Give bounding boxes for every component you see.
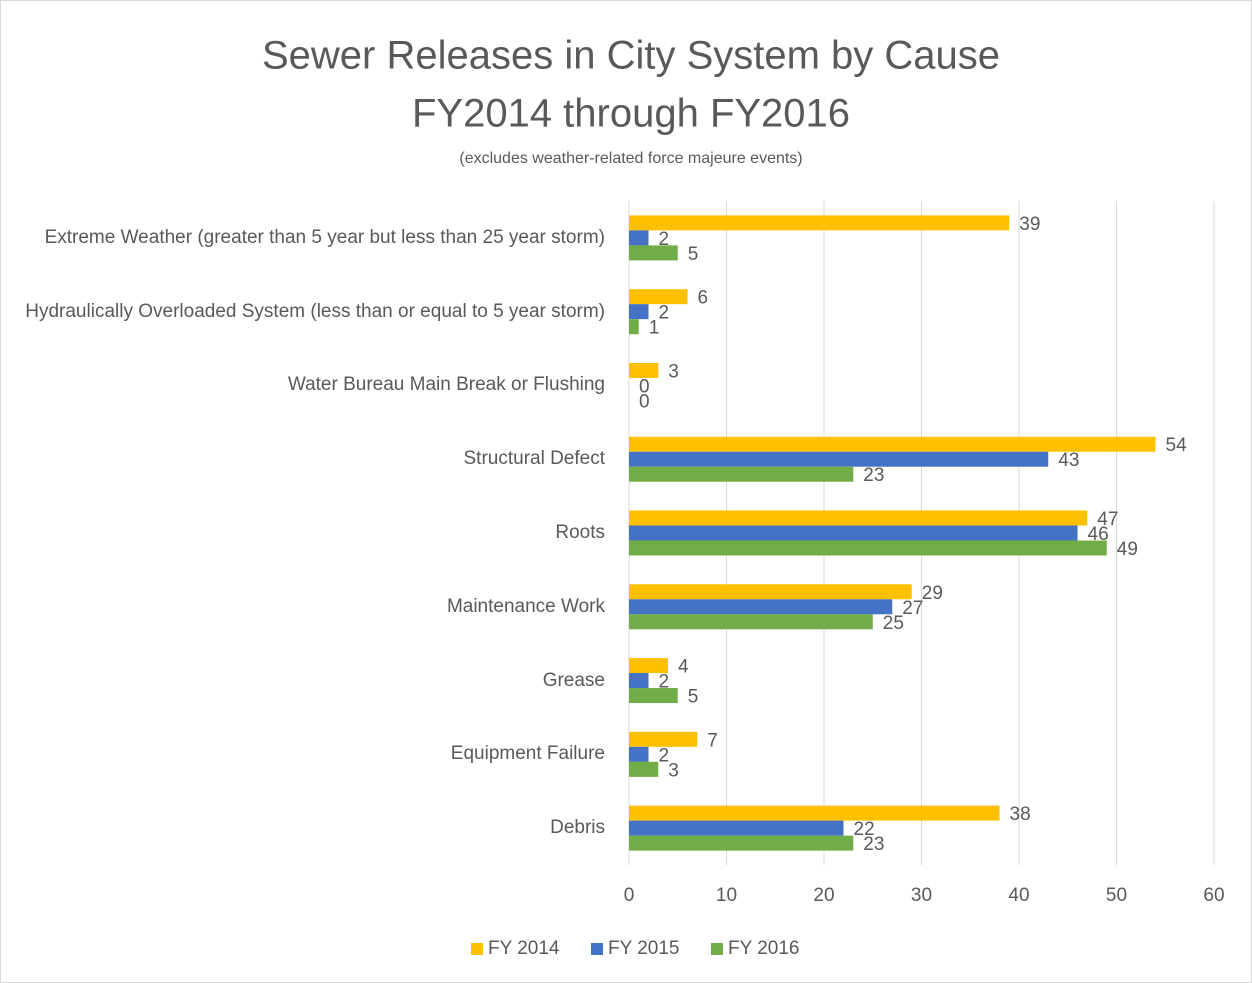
x-tick-label: 50 xyxy=(1106,885,1127,906)
legend-swatch xyxy=(711,943,723,955)
value-label: 23 xyxy=(863,834,884,855)
category-label: Debris xyxy=(550,817,605,839)
legend-label: FY 2016 xyxy=(728,938,799,959)
value-label: 1 xyxy=(649,318,660,339)
legend-swatch xyxy=(471,943,483,955)
x-tick-label: 40 xyxy=(1008,885,1029,906)
x-tick-label: 0 xyxy=(624,885,635,906)
bar xyxy=(629,466,854,482)
bar xyxy=(629,731,698,747)
value-label: 2 xyxy=(659,229,670,250)
bar xyxy=(629,820,844,836)
value-label: 22 xyxy=(854,819,875,840)
bar xyxy=(629,215,1010,231)
bar xyxy=(629,761,659,777)
value-label: 27 xyxy=(902,598,923,619)
value-label: 43 xyxy=(1058,450,1079,471)
bar xyxy=(629,584,912,600)
category-label: Structural Defect xyxy=(463,448,606,470)
bar xyxy=(629,614,873,630)
value-label: 46 xyxy=(1088,524,1109,545)
bar xyxy=(629,289,688,305)
category-label: Hydraulically Overloaded System (less th… xyxy=(25,300,605,322)
value-label: 54 xyxy=(1166,435,1188,456)
category-label: Equipment Failure xyxy=(450,743,605,765)
value-label: 23 xyxy=(863,465,884,486)
bar xyxy=(629,230,649,246)
value-label: 38 xyxy=(1010,804,1031,825)
value-label: 29 xyxy=(922,583,943,604)
chart-title-line2: FY2014 through FY2016 xyxy=(412,92,850,136)
value-label: 3 xyxy=(668,361,679,382)
bar xyxy=(629,451,1049,467)
chart-title: Sewer Releases in City System by Cause xyxy=(262,34,1000,78)
bar xyxy=(629,688,678,704)
legend-label: FY 2014 xyxy=(488,938,560,959)
value-label: 0 xyxy=(639,376,650,397)
value-label: 39 xyxy=(1019,214,1040,235)
category-label: Roots xyxy=(555,522,605,543)
value-label: 5 xyxy=(688,244,699,265)
value-label: 2 xyxy=(659,303,670,324)
value-label: 25 xyxy=(883,613,904,634)
value-label: 2 xyxy=(659,745,670,766)
x-tick-label: 30 xyxy=(911,885,932,906)
bar xyxy=(629,319,639,335)
bar xyxy=(629,245,678,261)
bar xyxy=(629,805,1000,821)
x-tick-label: 20 xyxy=(813,885,834,906)
legend-swatch xyxy=(591,943,603,955)
value-label: 4 xyxy=(678,657,689,678)
value-label: 5 xyxy=(688,687,699,708)
bar xyxy=(629,599,893,615)
category-label: Extreme Weather (greater than 5 year but… xyxy=(44,226,605,248)
bar xyxy=(629,510,1088,526)
value-label: 7 xyxy=(707,730,718,751)
bar xyxy=(629,362,659,378)
category-label: Maintenance Work xyxy=(446,595,605,617)
value-label: 0 xyxy=(639,391,650,412)
value-label: 47 xyxy=(1097,509,1118,530)
x-tick-label: 60 xyxy=(1203,885,1224,906)
value-label: 3 xyxy=(668,760,679,781)
value-label: 6 xyxy=(698,288,709,309)
legend-label: FY 2015 xyxy=(608,938,679,959)
bar xyxy=(629,835,854,851)
category-label: Grease xyxy=(542,669,605,691)
bar xyxy=(629,658,668,674)
bar xyxy=(629,746,649,762)
bar xyxy=(629,436,1156,452)
category-label: Water Bureau Main Break or Flushing xyxy=(287,374,605,396)
chart-note: (excludes weather-related force majeure … xyxy=(459,150,802,167)
value-label: 2 xyxy=(659,672,670,693)
x-tick-label: 10 xyxy=(716,885,737,906)
bar xyxy=(629,525,1078,541)
bar xyxy=(629,673,649,689)
bar xyxy=(629,304,649,320)
value-label: 49 xyxy=(1117,539,1138,560)
bar xyxy=(629,540,1107,556)
